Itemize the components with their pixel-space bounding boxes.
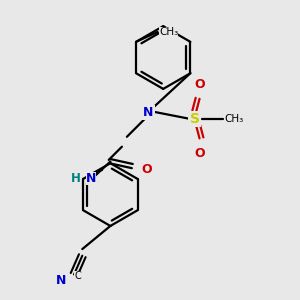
Text: N: N — [143, 106, 154, 118]
Text: S: S — [190, 112, 200, 126]
Text: C: C — [74, 271, 81, 281]
Text: CH₃: CH₃ — [159, 27, 178, 37]
Text: O: O — [141, 163, 152, 176]
Text: O: O — [194, 78, 205, 91]
Text: CH₃: CH₃ — [224, 114, 244, 124]
Text: N: N — [85, 172, 96, 184]
Text: N: N — [56, 274, 66, 287]
Text: O: O — [194, 147, 205, 160]
Text: H: H — [71, 172, 81, 184]
